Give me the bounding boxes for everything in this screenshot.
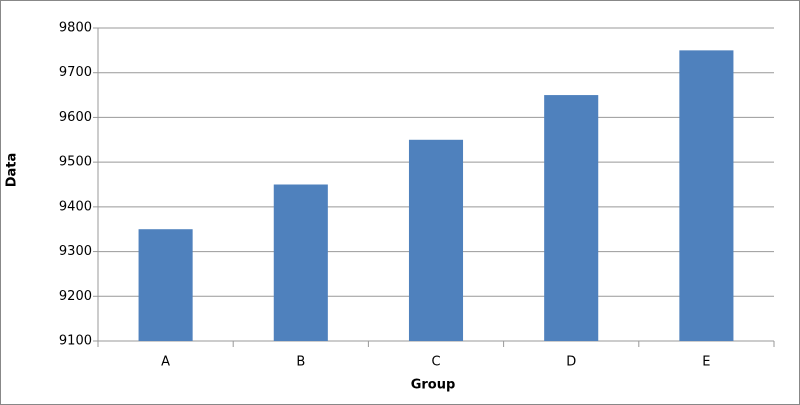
y-tick-label: 9400: [59, 199, 92, 214]
y-tick-label: 9600: [59, 110, 92, 125]
bar: [138, 229, 193, 341]
y-tick-label: 9800: [59, 21, 92, 36]
y-tick-label: 9200: [59, 289, 92, 304]
y-tick-label: 9700: [59, 65, 92, 80]
bar: [679, 50, 734, 341]
x-tick-label: B: [296, 355, 305, 370]
bar: [408, 139, 464, 341]
x-axis-title: Group: [411, 378, 456, 393]
y-tick-label: 9500: [59, 155, 92, 170]
x-tick-label: C: [431, 355, 440, 370]
x-tick-label: D: [566, 355, 576, 370]
y-tick-label: 9300: [59, 244, 92, 259]
y-tick-label: 9100: [59, 334, 92, 349]
x-tick-label: E: [702, 355, 710, 370]
bar: [273, 184, 328, 341]
y-axis-title: Data: [5, 153, 20, 188]
bar: [544, 95, 599, 341]
x-tick-label: A: [161, 355, 170, 370]
